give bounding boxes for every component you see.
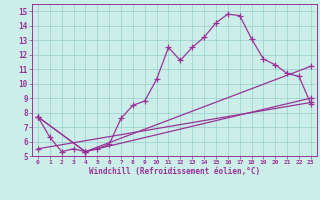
X-axis label: Windchill (Refroidissement éolien,°C): Windchill (Refroidissement éolien,°C)	[89, 167, 260, 176]
